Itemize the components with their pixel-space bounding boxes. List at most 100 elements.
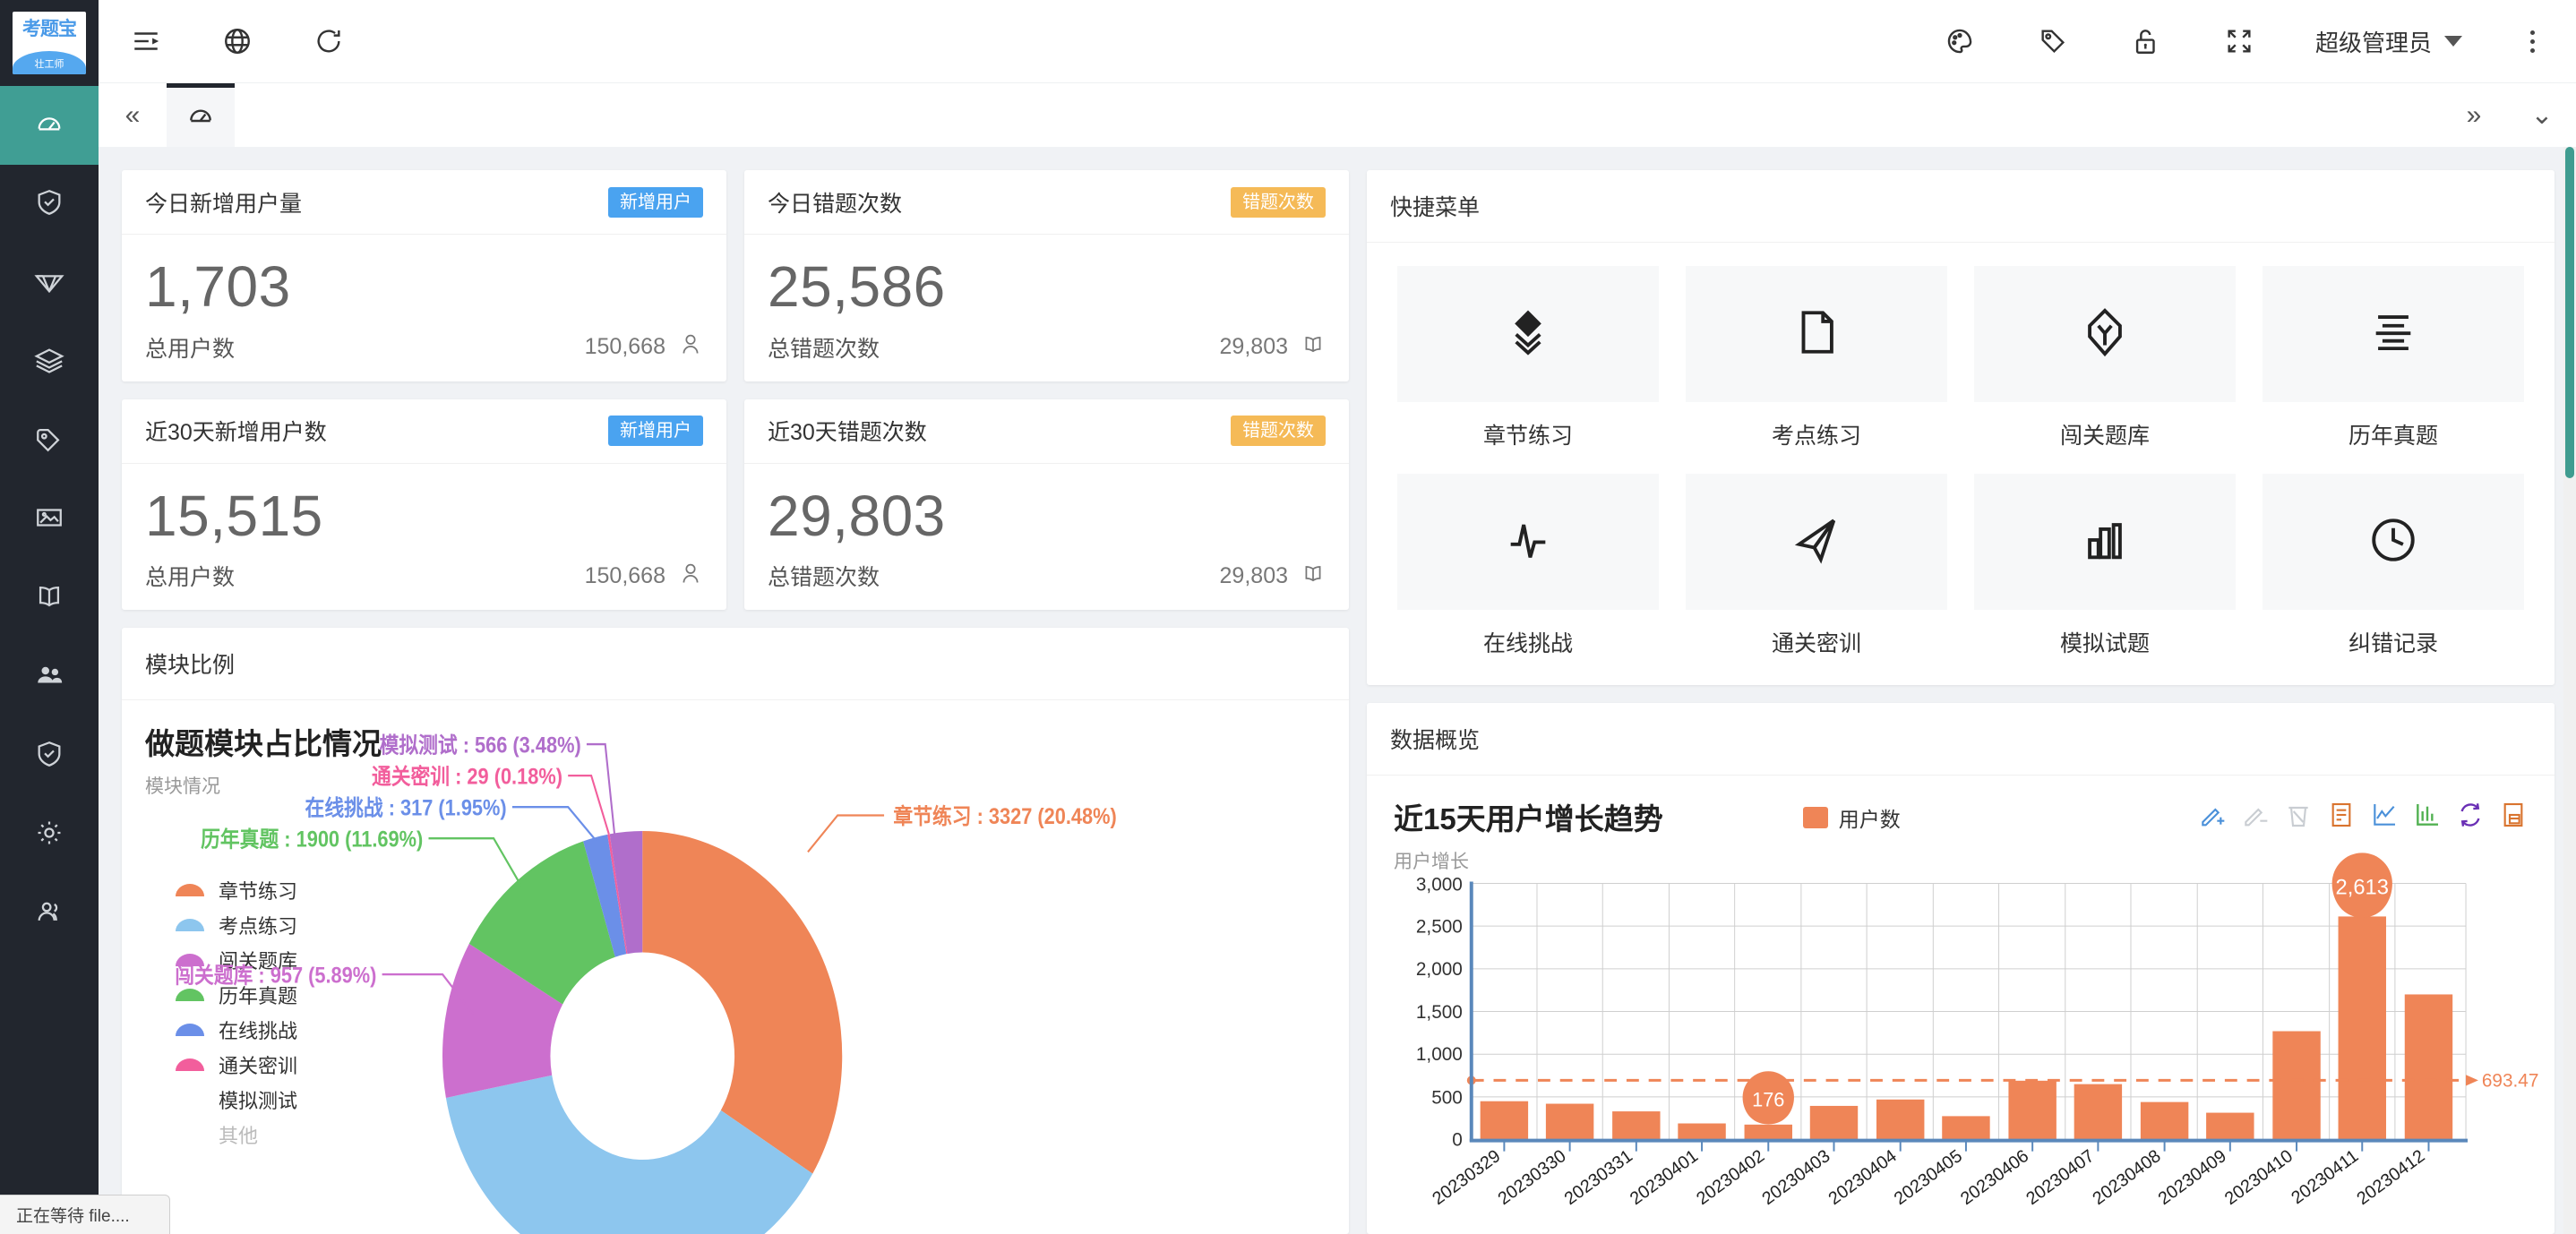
chart-toolbar (2198, 801, 2528, 829)
stat-value: 25,586 (768, 254, 946, 319)
scrollbar-thumb[interactable] (2565, 147, 2574, 478)
sidebar-item-users[interactable] (0, 638, 99, 716)
pie-chart-container: 做题模块占比情况 模块情况 章节练习 考点练习 闯关题库 历年真题 在线挑战 通… (122, 700, 1349, 1234)
bar[interactable] (1480, 1101, 1529, 1140)
sidebar-item-book[interactable] (0, 559, 99, 638)
sidebar-item-shield-check[interactable] (0, 165, 99, 244)
table-icon[interactable] (2327, 801, 2356, 829)
stat-card-header: 近30天新增用户数 新增用户 (122, 399, 726, 464)
right-column: 快捷菜单 章节练习 考点练习 (1367, 170, 2555, 1234)
tab-dashboard[interactable] (167, 83, 235, 147)
legend-item[interactable]: 考点练习 (176, 911, 297, 939)
quick-item-exam-point-practice[interactable]: 考点练习 (1686, 266, 1947, 450)
sidebar-item-security[interactable] (0, 716, 99, 795)
quick-item-secret-training[interactable]: 通关密训 (1686, 474, 1947, 658)
pie-slice-online-challenge[interactable] (583, 835, 627, 957)
tab-dropdown-button[interactable]: ⌄ (2530, 100, 2554, 130)
stat-sub-value: 150,668 (584, 334, 665, 360)
stat-card-footer: 总错题次数 29,803 (768, 560, 1326, 592)
bar[interactable] (1942, 1116, 1990, 1140)
quick-item-level-question-bank[interactable]: 闯关题库 (1974, 266, 2236, 450)
unlock-icon[interactable] (2129, 24, 2163, 58)
stat-sub-value: 150,668 (584, 562, 665, 588)
stat-card-footer: 总用户数 150,668 (145, 560, 703, 592)
bar[interactable] (2404, 994, 2453, 1140)
bar[interactable] (2008, 1080, 2057, 1140)
pie-slice-mock-test[interactable] (609, 831, 643, 955)
legend-label: 历年真题 (219, 985, 298, 1008)
tab-scroll-left-button[interactable]: « (125, 99, 141, 130)
pencil-add-icon[interactable] (2198, 801, 2227, 829)
bar[interactable] (1809, 1105, 1859, 1140)
sidebar-item-image[interactable] (0, 480, 99, 559)
pie-slice-level-bank[interactable] (442, 944, 563, 1099)
bar-chart-icon[interactable] (2413, 801, 2442, 829)
bar[interactable] (1876, 1099, 1925, 1140)
brand-logo[interactable]: 考题宝 壮工师 (0, 0, 99, 86)
stat-sub-group: 29,803 (1220, 331, 1326, 363)
legend-item[interactable]: 在线挑战 (176, 1015, 297, 1044)
dashboard-icon (186, 101, 215, 134)
bar[interactable] (2074, 1084, 2123, 1140)
quick-item-online-challenge[interactable]: 在线挑战 (1397, 474, 1659, 658)
user-icon (678, 561, 703, 592)
bar[interactable] (1744, 1124, 1792, 1140)
globe-icon[interactable] (220, 24, 254, 58)
bar[interactable] (2206, 1112, 2254, 1140)
legend-item[interactable]: 章节练习 (176, 876, 297, 904)
quick-item-mock-exam[interactable]: 模拟试题 (1974, 474, 2236, 658)
pencil-remove-icon[interactable] (2241, 801, 2270, 829)
quick-item-correction-record[interactable]: 纠错记录 (2263, 474, 2524, 658)
quick-item-past-papers[interactable]: 历年真题 (2263, 266, 2524, 450)
bar[interactable] (2140, 1101, 2189, 1140)
sidebar-item-settings[interactable] (0, 795, 99, 874)
legend-item[interactable]: 通关密训 (176, 1050, 297, 1079)
sidebar-item-tag[interactable] (0, 401, 99, 480)
refresh-icon[interactable] (312, 24, 346, 58)
sidebar-item-layers[interactable] (0, 322, 99, 401)
bar[interactable] (2338, 916, 2386, 1140)
legend-label: 用户数 (1838, 808, 1901, 831)
bar[interactable] (1678, 1123, 1726, 1140)
bar[interactable] (2272, 1031, 2321, 1140)
legend-item[interactable]: 历年真题 (176, 981, 297, 1009)
quick-tile (1397, 474, 1659, 610)
stat-card-body: 15,515 总用户数 150,668 (122, 464, 726, 611)
pie-slice-past-papers[interactable] (468, 841, 615, 1005)
page-scrollbar[interactable] (2563, 147, 2576, 1234)
bar[interactable] (1545, 1103, 1594, 1140)
legend-item[interactable]: 其他 (176, 1120, 297, 1149)
legend-item[interactable]: 闯关题库 (176, 946, 297, 974)
line-chart-icon[interactable] (2370, 801, 2399, 829)
user-menu[interactable]: 超级管理员 (2315, 25, 2462, 58)
stat-value: 29,803 (768, 483, 946, 548)
quick-item-chapter-practice[interactable]: 章节练习 (1397, 266, 1659, 450)
chart-title: 近15天用户增长趋势 (1394, 802, 1663, 836)
bar-series-users[interactable] (1480, 916, 2453, 1140)
pie-slice-chapter[interactable] (642, 831, 843, 1174)
y-tick-label: 1,500 (1416, 1002, 1463, 1023)
bar[interactable] (1612, 1111, 1661, 1140)
menu-indent-icon[interactable] (129, 24, 163, 58)
palette-icon[interactable] (1943, 24, 1977, 58)
more-vertical-icon[interactable] (2521, 27, 2544, 56)
save-icon[interactable] (2499, 801, 2528, 829)
tab-scroll-right-button[interactable]: » (2466, 99, 2482, 130)
annotation-pin-2613: 2,613 (2331, 853, 2392, 918)
panel-title-module-ratio: 模块比例 (122, 628, 1349, 701)
legend-item[interactable]: 模拟测试 (176, 1085, 297, 1114)
tag-icon[interactable] (2036, 24, 2070, 58)
send-icon (1790, 514, 1842, 570)
trash-icon[interactable] (2284, 801, 2313, 829)
pie-slice-secret-training[interactable] (607, 834, 628, 955)
fullscreen-icon[interactable] (2222, 24, 2256, 58)
sidebar-item-dashboard[interactable] (0, 86, 99, 165)
sidebar-item-diamond[interactable] (0, 244, 99, 322)
refresh-icon[interactable] (2456, 801, 2485, 829)
status-badge: 新增用户 (608, 416, 703, 447)
sidebar-item-accounts[interactable] (0, 874, 99, 953)
bar-chart-legend[interactable]: 用户数 (1802, 802, 1901, 833)
legend-swatch (1802, 807, 1828, 828)
pie-slice-exam-point[interactable] (445, 1075, 813, 1234)
